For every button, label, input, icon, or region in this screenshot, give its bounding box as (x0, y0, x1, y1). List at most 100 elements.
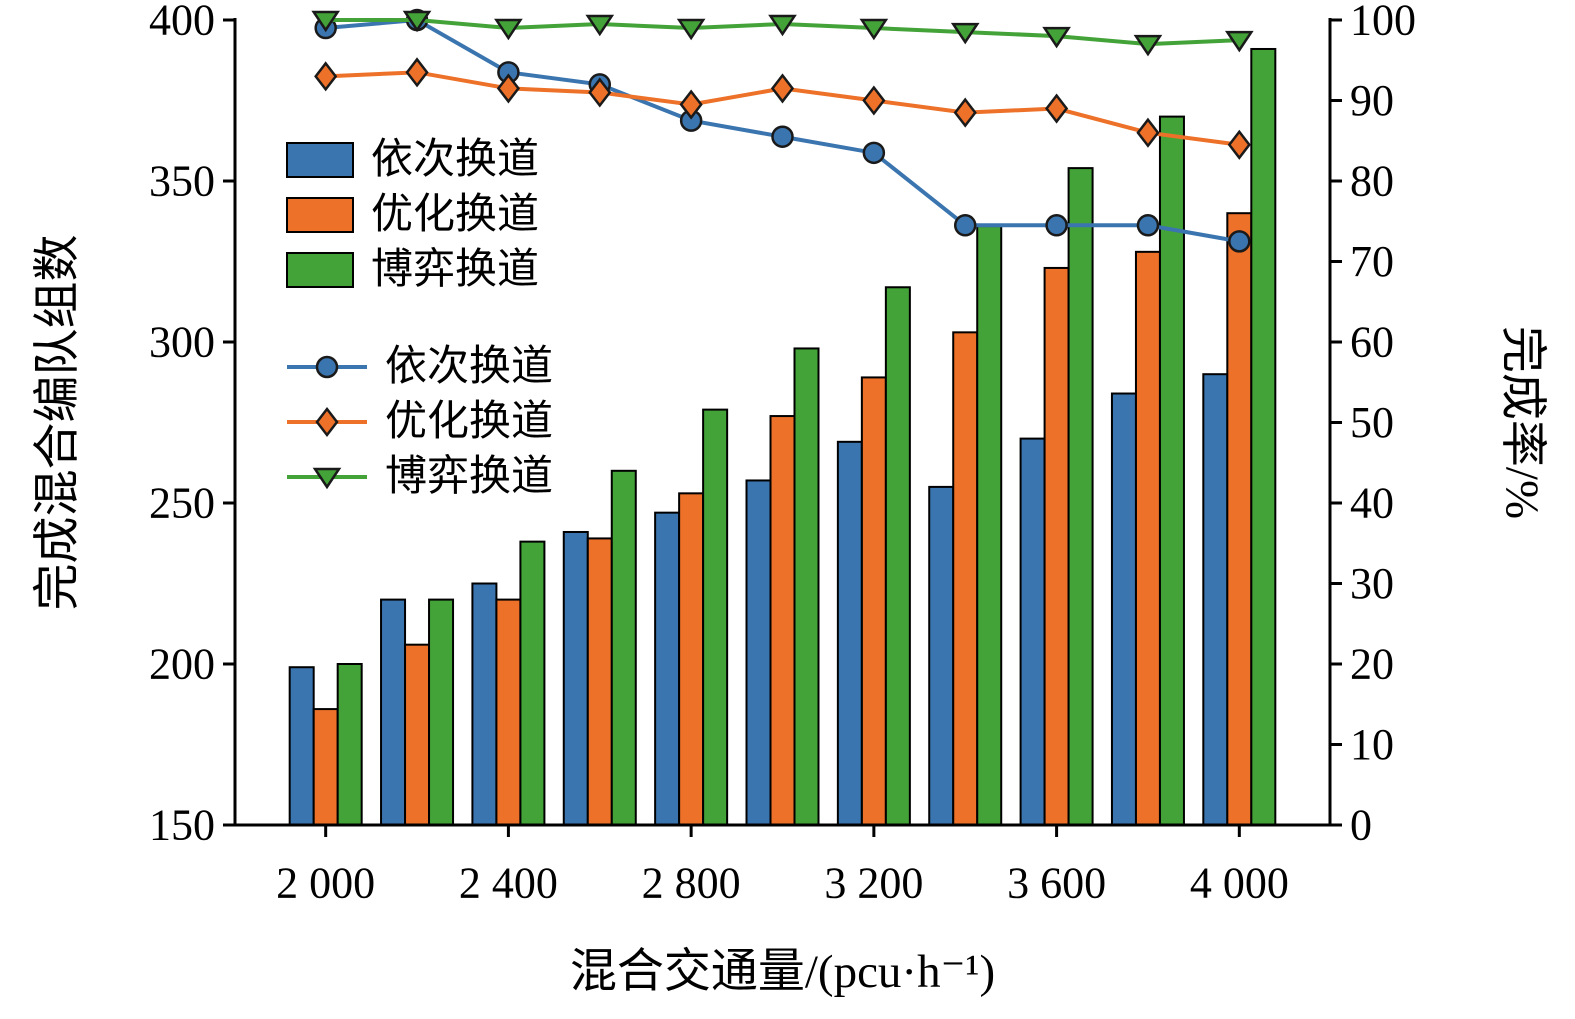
bar-博弈换道-2000 (336, 663, 363, 826)
x-tick-label: 3 600 (1007, 859, 1106, 908)
marker-博弈换道-2000 (311, 10, 341, 33)
marker-优化换道-2400 (496, 73, 520, 104)
y-left-tick-label: 300 (149, 318, 215, 367)
bar-优化换道-3800 (1134, 250, 1161, 826)
marker-博弈换道-3400 (950, 22, 980, 45)
x-tick-label: 2 800 (642, 859, 741, 908)
bar-优化换道-4000 (1226, 212, 1253, 826)
marker-优化换道-2600 (588, 77, 612, 108)
legend-label-bar-博弈换道: 博弈换道 (371, 246, 539, 293)
x-tick-label: 2 000 (276, 859, 375, 908)
marker-优化换道-3800 (1136, 117, 1160, 148)
y-right-tick-label: 10 (1350, 720, 1394, 769)
legend-label-line-依次换道: 依次换道 (385, 344, 553, 390)
legend-marker-博弈换道 (312, 467, 342, 490)
bar-博弈换道-4000 (1250, 47, 1277, 827)
marker-博弈换道-2200 (402, 10, 432, 33)
marker-博弈换道-3600 (1042, 26, 1071, 49)
bar-博弈换道-3800 (1158, 115, 1185, 827)
y-right-tick-label: 50 (1350, 398, 1394, 447)
bar-优化换道-3600 (1043, 266, 1070, 826)
legend-label-line-优化换道: 优化换道 (385, 399, 553, 445)
legend-label-bar-依次换道: 依次换道 (371, 137, 539, 183)
bar-博弈换道-2800 (702, 408, 729, 826)
y-left-tick-label: 250 (149, 479, 215, 528)
legend-label-line-博弈换道: 博弈换道 (385, 453, 553, 500)
marker-依次换道-3600 (1045, 214, 1068, 237)
left-axis-title: 完成混合编队组数 (32, 235, 84, 611)
y-left-tick-label: 350 (149, 157, 215, 206)
y-right-tick-label: 20 (1350, 640, 1394, 689)
marker-依次换道-3000 (771, 125, 794, 148)
legend-swatch-博弈换道 (286, 252, 354, 288)
bar-依次换道-2600 (562, 530, 589, 826)
bar-依次换道-3600 (1019, 437, 1046, 826)
marker-优化换道-3600 (1045, 93, 1069, 124)
bar-优化换道-2800 (678, 492, 705, 826)
x-axis-title: 混合交通量/(pcu·h⁻¹) (570, 946, 995, 998)
bar-优化换道-2600 (586, 537, 613, 826)
marker-优化换道-3000 (770, 73, 795, 104)
x-tick-label: 4 000 (1190, 859, 1289, 908)
bar-博弈换道-2200 (428, 598, 455, 826)
bar-优化换道-3000 (769, 415, 796, 826)
bar-依次换道-3400 (928, 485, 955, 826)
bar-博弈换道-3200 (884, 286, 911, 826)
y-right-tick-label: 60 (1350, 318, 1394, 367)
y-right-tick-label: 90 (1350, 76, 1394, 125)
y-left-tick-label: 150 (149, 801, 215, 850)
bar-依次换道-2800 (654, 511, 681, 826)
legend-swatch-依次换道 (286, 142, 354, 178)
marker-优化换道-2200 (405, 57, 429, 88)
right-axis-title: 完成率/% (1496, 326, 1548, 519)
y-right-tick-label: 40 (1350, 479, 1394, 528)
marker-依次换道-4000 (1228, 230, 1251, 253)
marker-依次换道-3400 (953, 214, 977, 237)
y-left-tick-label: 200 (149, 640, 215, 689)
legend-marker-依次换道 (315, 355, 339, 379)
marker-优化换道-3200 (862, 85, 886, 116)
marker-依次换道-3800 (1136, 214, 1160, 237)
legend-label-bar-优化换道: 优化换道 (371, 192, 539, 238)
marker-博弈换道-3200 (859, 18, 889, 41)
bar-博弈换道-3600 (1067, 167, 1094, 826)
bar-博弈换道-3000 (793, 347, 820, 826)
x-tick-label: 2 400 (459, 859, 558, 908)
lines-layer (311, 8, 1254, 253)
marker-博弈换道-3000 (768, 14, 797, 37)
bar-依次换道-2200 (380, 598, 407, 826)
axes-layer: 150 200 250 300 350 400 0 10 20 30 40 50 60 70 80 90 100… (149, 0, 1416, 908)
y-right-tick-label: 70 (1350, 237, 1394, 286)
marker-博弈换道-2400 (494, 18, 523, 41)
marker-优化换道-2000 (314, 61, 338, 92)
bar-依次换道-3000 (745, 479, 772, 826)
marker-依次换道-3200 (862, 141, 886, 165)
bar-博弈换道-2400 (519, 540, 546, 826)
bars-layer (288, 47, 1277, 827)
y-left-tick-label: 400 (149, 0, 215, 45)
bar-依次换道-2400 (471, 582, 498, 826)
legend-marker-优化换道 (315, 406, 339, 438)
bar-博弈换道-2600 (610, 469, 637, 826)
y-right-tick-label: 100 (1350, 0, 1416, 45)
bar-博弈换道-3400 (976, 225, 1003, 826)
bar-优化换道-2200 (404, 643, 431, 826)
bar-依次换道-3800 (1110, 392, 1137, 826)
y-right-tick-label: 30 (1350, 559, 1394, 608)
y-right-tick-label: 0 (1350, 801, 1372, 850)
marker-博弈换道-2800 (676, 18, 706, 41)
marker-博弈换道-3800 (1133, 34, 1163, 57)
marker-优化换道-2800 (679, 89, 703, 120)
marker-优化换道-3400 (953, 97, 977, 128)
bar-优化换道-3400 (952, 331, 979, 826)
bar-依次换道-2000 (288, 666, 315, 826)
bar-依次换道-4000 (1202, 373, 1229, 826)
marker-优化换道-4000 (1227, 129, 1251, 160)
y-right-tick-label: 80 (1350, 157, 1394, 206)
bar-优化换道-3200 (860, 376, 887, 826)
bar-优化换道-2000 (312, 708, 339, 827)
